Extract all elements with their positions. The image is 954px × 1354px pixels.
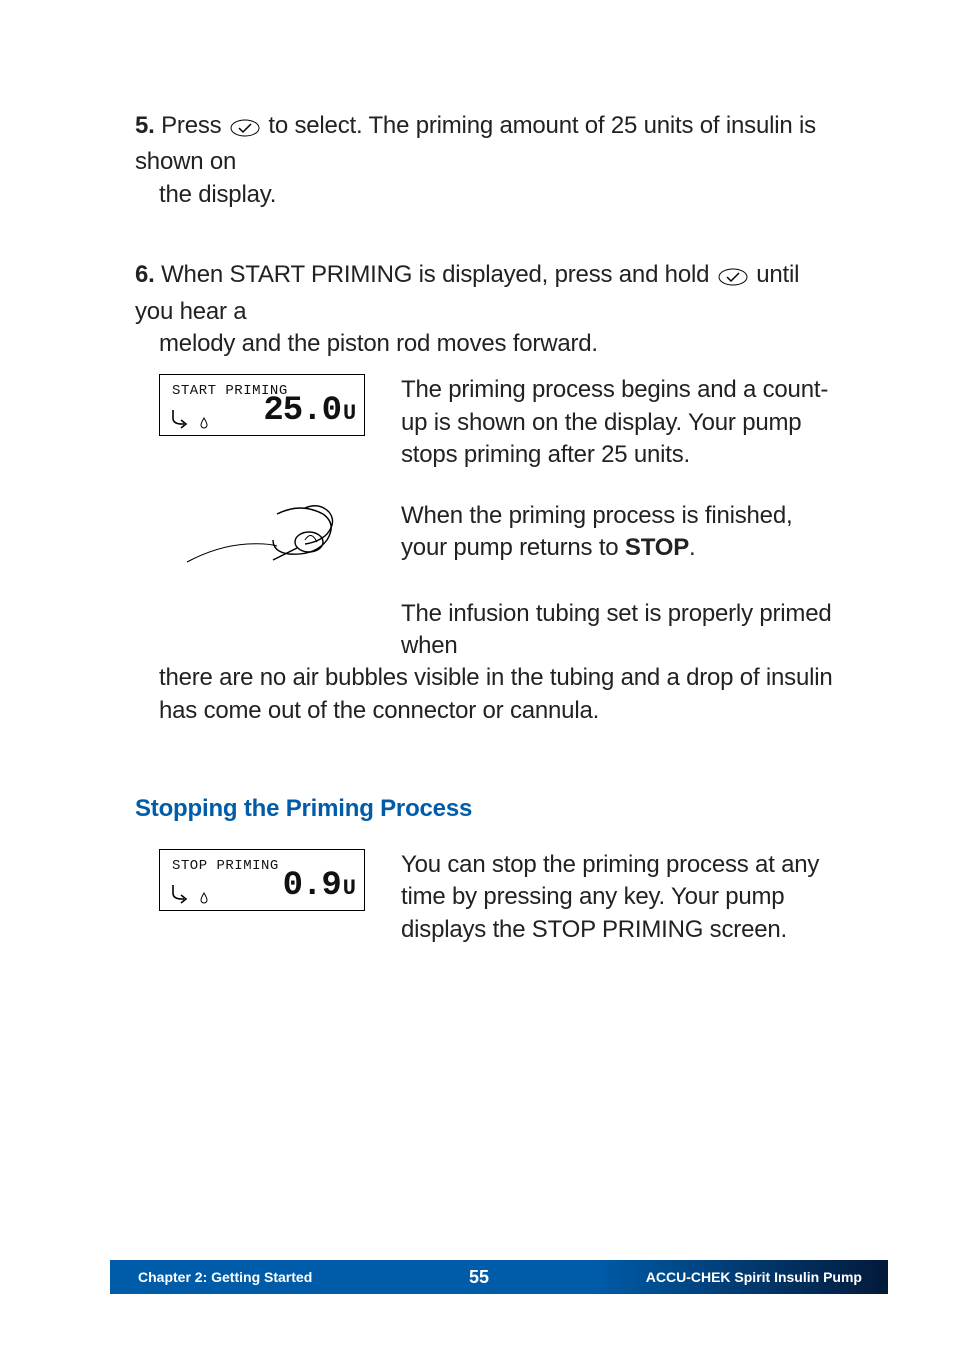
- lcd-start-priming-icons: [170, 407, 208, 429]
- lcd-stop-priming: STOP PRIMING 0.9 U: [159, 849, 365, 911]
- lcd-start-priming-value: 25.0: [263, 394, 341, 428]
- page-content: 5. Press to select. The priming amount o…: [135, 110, 835, 974]
- step-6-text-c: melody and the piston rod moves forward.: [135, 328, 835, 360]
- loupe-illustration: [159, 500, 365, 570]
- lcd-start-priming-desc: The priming process begins and a count-u…: [401, 374, 835, 471]
- drop-icon: [200, 892, 208, 904]
- page-footer: Chapter 2: Getting Started 55 ACCU-CHEK …: [110, 1260, 888, 1294]
- step-6: 6. When START PRIMING is displayed, pres…: [135, 259, 835, 727]
- lcd-stop-priming-unit: U: [343, 878, 356, 900]
- arrow-down-right-icon: [170, 882, 192, 904]
- step-6-text-a: When START PRIMING is displayed, press a…: [155, 261, 716, 288]
- footer-pagenum: 55: [469, 1267, 489, 1288]
- lcd-start-priming-row: START PRIMING 25.0 U The priming process…: [135, 374, 835, 471]
- footer-product: ACCU-CHEK Spirit Insulin Pump: [646, 1269, 862, 1285]
- step-6-number: 6.: [135, 261, 155, 288]
- footer-chapter: Chapter 2: Getting Started: [138, 1269, 312, 1285]
- lcd-stop-priming-desc: You can stop the priming process at any …: [401, 849, 835, 946]
- check-oval-icon: [230, 114, 260, 146]
- illust-desc-bold: STOP: [625, 534, 689, 561]
- illustration-row: When the priming process is finished, yo…: [135, 500, 835, 570]
- lcd-stop-priming-row: STOP PRIMING 0.9 U You can stop the prim…: [135, 849, 835, 946]
- lcd-stop-priming-icons: [170, 882, 208, 904]
- illustration-desc: When the priming process is finished, yo…: [401, 500, 835, 565]
- wrap-para-lead: The infusion tubing set is properly prim…: [401, 598, 835, 663]
- step-5-text-c: the display.: [135, 179, 835, 211]
- wrap-para-rest: there are no air bubbles visible in the …: [159, 664, 833, 723]
- section-head-stopping: Stopping the Priming Process: [135, 795, 835, 823]
- lcd-stop-priming-value: 0.9: [283, 869, 341, 903]
- illust-desc-c: .: [689, 534, 695, 561]
- step-5: 5. Press to select. The priming amount o…: [135, 110, 835, 211]
- wrap-paragraph: The infusion tubing set is properly prim…: [135, 598, 835, 728]
- illust-desc-b: returns to: [519, 534, 625, 561]
- lcd-start-priming: START PRIMING 25.0 U: [159, 374, 365, 436]
- arrow-down-right-icon: [170, 407, 192, 429]
- step-5-number: 5.: [135, 112, 155, 139]
- step-5-text-a: Press: [155, 112, 228, 139]
- drop-icon: [200, 417, 208, 429]
- lcd-start-priming-unit: U: [343, 403, 356, 425]
- check-oval-icon: [718, 263, 748, 295]
